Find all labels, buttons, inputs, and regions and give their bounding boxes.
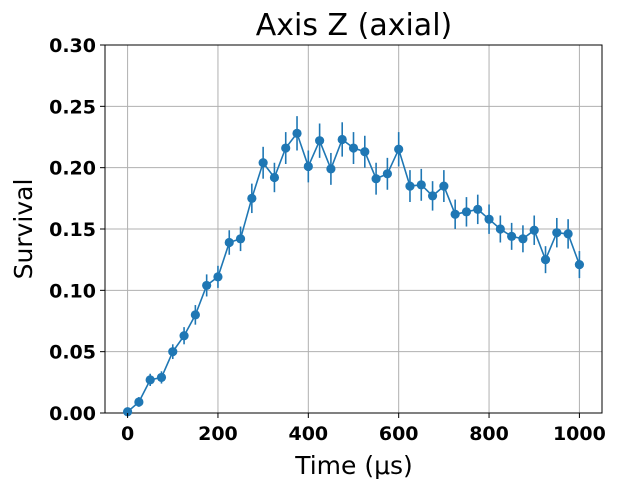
y-ticks: 0.00 0.05 0.10 0.15 0.20 0.25 0.30: [49, 35, 105, 425]
data-point: [394, 144, 404, 154]
data-point: [484, 214, 494, 224]
data-point: [145, 375, 155, 385]
data-point: [235, 234, 246, 244]
data-point: [326, 164, 336, 174]
y-tick-label: 0.10: [49, 280, 96, 302]
data-point: [439, 181, 449, 191]
x-axis-label: Time (μs): [294, 451, 413, 480]
y-tick-label: 0.25: [49, 96, 96, 118]
data-point: [507, 231, 517, 241]
data-point: [156, 372, 167, 383]
data-point: [224, 237, 234, 248]
x-tick-label: 200: [198, 423, 238, 445]
x-tick-label: 1000: [553, 423, 606, 445]
data-point: [348, 143, 359, 153]
data-point: [269, 172, 280, 183]
data-point: [360, 147, 370, 157]
data-point: [247, 193, 257, 203]
data-point: [461, 207, 472, 217]
data-point: [337, 134, 347, 145]
data-point: [518, 234, 528, 244]
data-point: [529, 225, 539, 235]
y-tick-label: 0.05: [49, 342, 96, 364]
data-point: [202, 280, 212, 291]
grid: [105, 44, 602, 414]
chart-title: Axis Z (axial): [256, 8, 452, 43]
data-point: [122, 407, 133, 417]
y-tick-label: 0.15: [49, 219, 96, 241]
data-point: [552, 228, 562, 238]
series-layer: [122, 116, 585, 417]
data-point: [495, 224, 505, 234]
data-point: [371, 174, 381, 184]
y-tick-label: 0.20: [49, 158, 96, 180]
y-axis-label: Survival: [9, 179, 38, 280]
x-tick-label: 0: [121, 423, 134, 445]
data-point: [315, 136, 325, 146]
y-tick-label: 0.00: [49, 403, 96, 425]
data-point: [382, 169, 392, 179]
data-point: [540, 255, 551, 265]
data-point: [179, 331, 189, 341]
data-point: [190, 310, 200, 320]
x-tick-label: 800: [469, 423, 509, 445]
data-point: [416, 180, 426, 190]
series-line: [127, 131, 581, 413]
data-point: [473, 204, 483, 214]
data-point: [450, 209, 460, 219]
x-tick-label: 600: [379, 423, 419, 445]
data-point: [292, 128, 302, 138]
data-point: [303, 161, 313, 172]
data-point: [258, 158, 268, 168]
data-point: [427, 191, 438, 201]
y-tick-label: 0.30: [49, 35, 96, 57]
data-point: [168, 347, 178, 357]
data-point: [574, 259, 585, 270]
data-point: [281, 143, 291, 153]
data-point: [213, 272, 223, 282]
data-point: [563, 229, 573, 239]
x-tick-label: 400: [288, 423, 328, 445]
data-point: [405, 181, 415, 191]
x-ticks: 0 200 400 600 800 1000: [121, 413, 606, 445]
data-point: [134, 397, 144, 407]
